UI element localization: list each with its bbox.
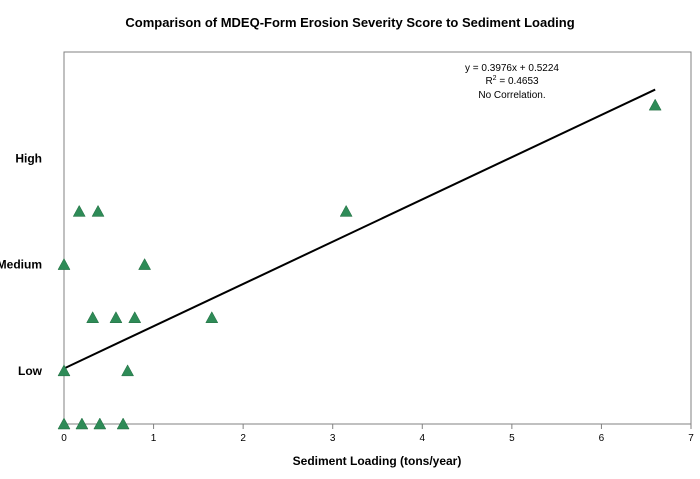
data-point bbox=[57, 417, 71, 430]
data-point bbox=[72, 204, 86, 217]
data-point bbox=[109, 311, 123, 323]
data-point bbox=[339, 204, 353, 217]
data-point bbox=[121, 364, 135, 377]
data-point bbox=[57, 258, 71, 270]
r-squared-r: R bbox=[485, 76, 492, 87]
r-squared-value: = 0.4653 bbox=[497, 76, 539, 87]
y-axis: Low Medium High bbox=[0, 151, 43, 378]
data-points bbox=[57, 98, 662, 430]
data-point bbox=[205, 311, 219, 323]
data-point bbox=[91, 204, 105, 217]
trendline bbox=[63, 88, 656, 370]
x-tick-label: 6 bbox=[599, 433, 605, 444]
data-point bbox=[128, 311, 142, 323]
data-point bbox=[116, 417, 130, 430]
plot-area bbox=[63, 51, 692, 425]
y-tick-label: Medium bbox=[0, 258, 42, 272]
data-point bbox=[93, 417, 107, 430]
r-squared-sup: 2 bbox=[493, 75, 497, 82]
x-tick-label: 0 bbox=[61, 433, 67, 444]
x-axis-label: Sediment Loading (tons/year) bbox=[293, 454, 462, 468]
r-squared-label: R2 = 0.4653 bbox=[485, 75, 539, 87]
x-tick-label: 3 bbox=[330, 433, 336, 444]
x-axis: 0 1 2 3 4 5 6 7 bbox=[61, 424, 694, 444]
x-tick-label: 1 bbox=[151, 433, 157, 444]
data-point bbox=[57, 364, 71, 377]
correlation-note: No Correlation. bbox=[478, 90, 545, 101]
data-point bbox=[86, 311, 100, 323]
data-point bbox=[75, 417, 89, 430]
x-tick-label: 4 bbox=[420, 433, 426, 444]
x-tick-label: 5 bbox=[509, 433, 515, 444]
y-tick-label: High bbox=[15, 151, 42, 165]
y-tick-label: Low bbox=[18, 364, 43, 378]
trendline-equation: y = 0.3976x + 0.5224 bbox=[465, 63, 559, 74]
chart-title: Comparison of MDEQ-Form Erosion Severity… bbox=[125, 15, 574, 30]
data-point bbox=[648, 98, 662, 111]
x-tick-label: 7 bbox=[688, 433, 694, 444]
x-tick-label: 2 bbox=[240, 433, 246, 444]
data-point bbox=[138, 258, 152, 270]
